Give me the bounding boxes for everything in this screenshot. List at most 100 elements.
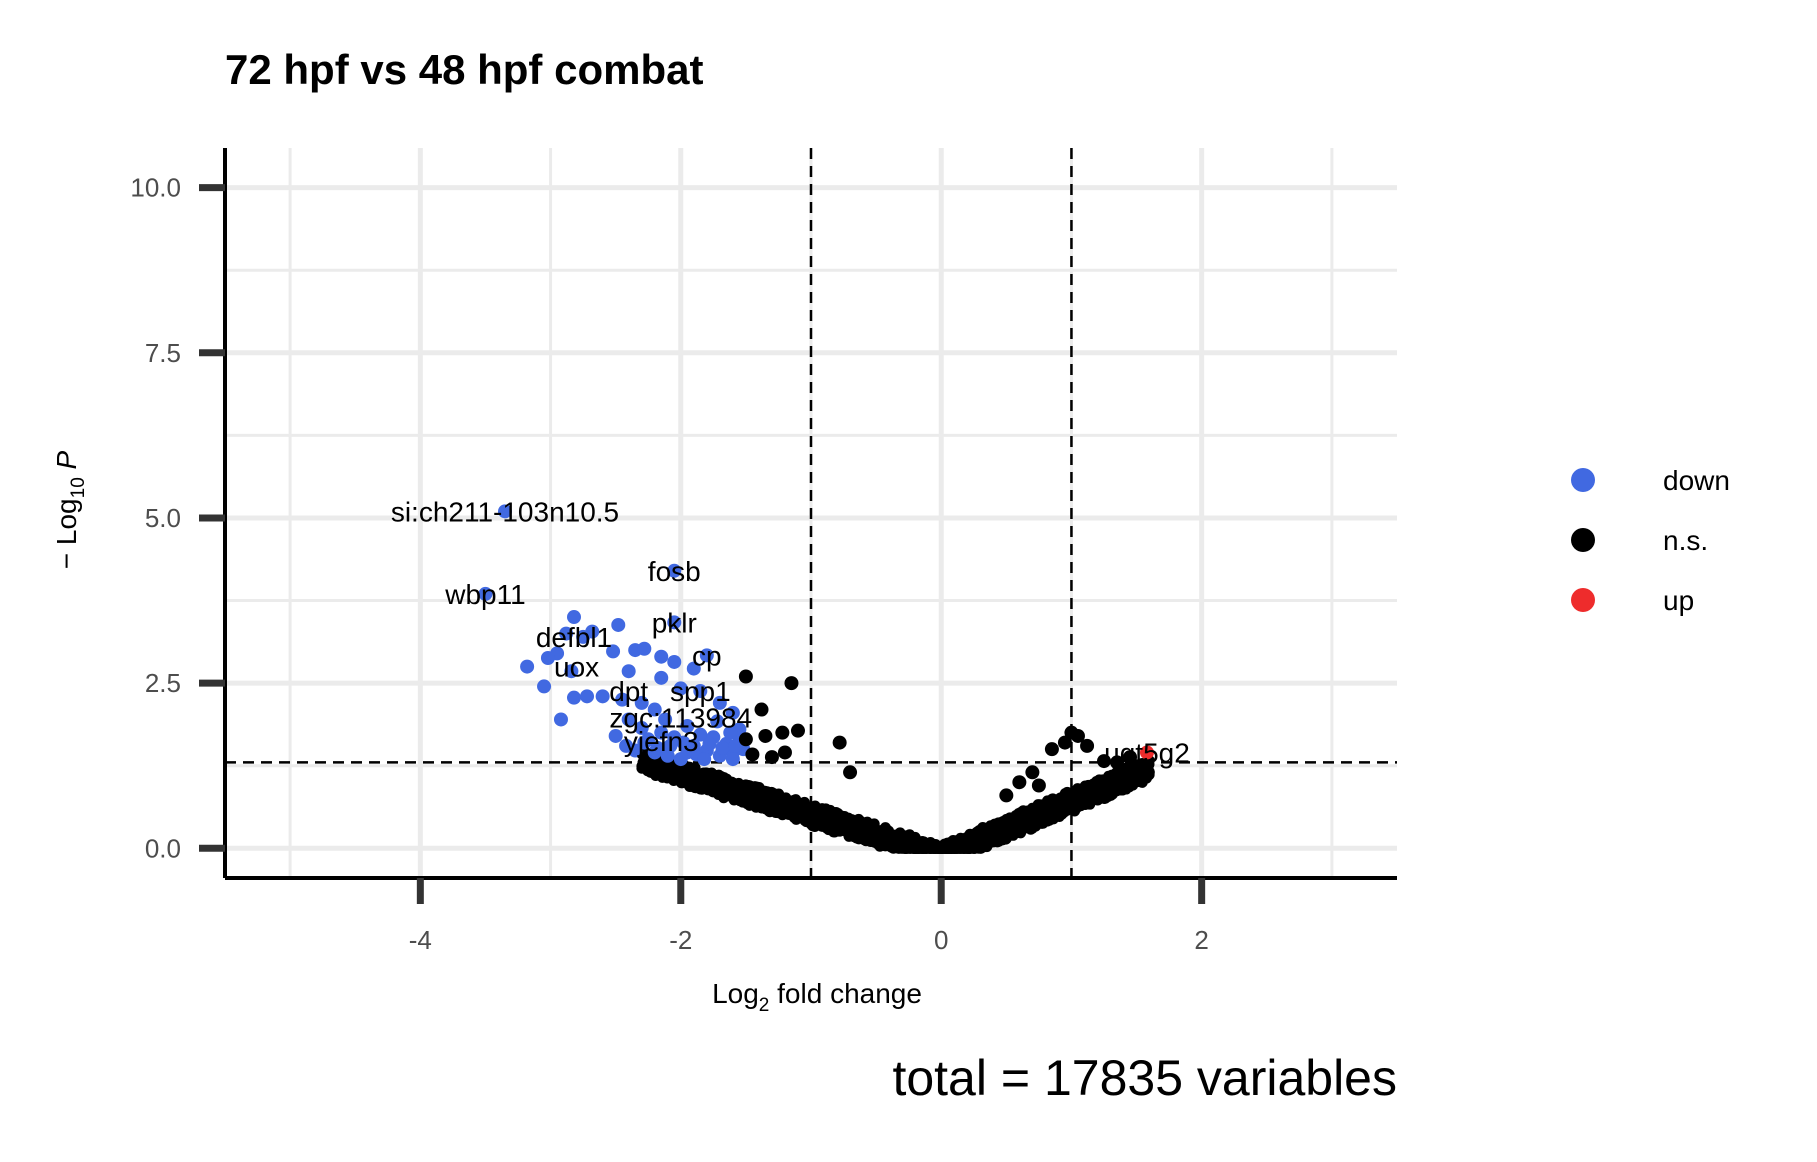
y-tick-label: 7.5 — [145, 338, 181, 368]
legend: down n.s. up — [1571, 465, 1730, 616]
point-down — [559, 626, 574, 641]
ns-point — [919, 842, 931, 854]
ns-cloud — [636, 748, 1155, 854]
gene-label: defbl1 — [536, 622, 612, 653]
ns-point — [959, 838, 971, 850]
ns-point — [815, 804, 827, 816]
ns-point — [1077, 795, 1089, 807]
gene-label: pklr — [652, 607, 697, 638]
point-ns — [745, 747, 760, 762]
point-ns — [758, 728, 773, 743]
point-ns — [784, 676, 799, 691]
chart-caption: total = 17835 variables — [892, 1050, 1397, 1106]
point-down — [621, 712, 636, 727]
ns-point — [1100, 780, 1112, 792]
point-down — [667, 615, 682, 630]
ns-point — [978, 830, 990, 842]
point-down — [667, 654, 682, 669]
ns-point — [764, 798, 776, 810]
point-down — [478, 586, 493, 601]
ns-point — [721, 781, 733, 793]
legend-label: n.s. — [1663, 525, 1708, 556]
ns-point — [652, 767, 664, 779]
ns-point — [1134, 765, 1146, 777]
point-down — [566, 610, 581, 625]
ns-point — [680, 773, 692, 785]
ns-point — [737, 796, 749, 808]
ns-point — [1031, 817, 1043, 829]
point-down — [663, 738, 678, 753]
gene-label: si:ch211-103n10.5 — [391, 496, 619, 527]
ns-point — [990, 821, 1002, 833]
point-ns — [1110, 755, 1125, 770]
legend-marker-down — [1571, 468, 1595, 492]
point-ns — [777, 745, 792, 760]
ns-point — [1110, 778, 1122, 790]
ns-point — [1037, 799, 1049, 811]
point-down — [576, 629, 591, 644]
gene-label: dpt — [609, 676, 648, 707]
point-down — [654, 670, 669, 685]
gene-label: zgc:113984 — [609, 702, 752, 733]
x-tick-label: -2 — [669, 925, 692, 955]
legend-label: up — [1663, 585, 1694, 616]
point-down — [712, 695, 727, 710]
point-down — [667, 563, 682, 578]
point-down — [553, 712, 568, 727]
legend-marker-up — [1571, 588, 1595, 612]
y-axis-label: − Log10 P — [51, 450, 89, 569]
point-ns — [738, 669, 753, 684]
point-down — [611, 617, 626, 632]
ns-point — [1043, 814, 1055, 826]
point-down — [654, 725, 669, 740]
point-down — [680, 719, 695, 734]
y-tick-label: 10.0 — [130, 173, 181, 203]
gene-label: ugt5g2 — [1104, 737, 1190, 768]
y-tick-label: 2.5 — [145, 668, 181, 698]
ns-point — [727, 791, 739, 803]
point-ns — [1057, 735, 1072, 750]
point-down — [564, 664, 579, 679]
point-down — [697, 752, 712, 767]
point-down — [715, 740, 730, 755]
ns-point — [690, 779, 702, 791]
x-axis-label: Log2 fold change — [712, 978, 922, 1016]
point-down — [615, 692, 630, 707]
ns-point — [1058, 795, 1070, 807]
ns-point — [767, 790, 779, 802]
ns-point — [874, 837, 886, 849]
ns-point — [1013, 825, 1025, 837]
point-down — [693, 727, 708, 742]
ns-point — [946, 839, 958, 851]
point-down — [637, 735, 652, 750]
x-tick-label: 2 — [1194, 925, 1208, 955]
point-ns — [1080, 738, 1095, 753]
gene-label: wbp11 — [444, 579, 525, 610]
ns-point — [977, 840, 989, 852]
gene-labels: si:ch211-103n10.5 fosb wbp11 pklr defbl1 cp uo… — [391, 496, 1190, 768]
ns-point — [792, 810, 804, 822]
ns-point — [670, 772, 682, 784]
point-ns — [1097, 754, 1111, 769]
point-down — [520, 659, 535, 674]
ns-point — [758, 787, 770, 799]
y-tick-label: 0.0 — [145, 833, 181, 863]
axes: -4 -2 0 2 0.0 2.5 5.0 7.5 10.0 — [130, 148, 1397, 955]
point-down — [725, 752, 740, 767]
point-ns — [775, 725, 790, 740]
point-down — [608, 728, 623, 743]
ns-point — [832, 817, 844, 829]
point-down — [699, 648, 714, 663]
x-tick-label: -4 — [409, 925, 432, 955]
point-down — [621, 664, 636, 679]
ns-point — [803, 806, 815, 818]
ns-point — [1003, 818, 1015, 830]
point-down — [725, 705, 740, 720]
point-down — [673, 681, 688, 696]
legend-marker-ns — [1571, 528, 1595, 552]
point-down — [680, 745, 695, 760]
point-down — [658, 712, 673, 727]
ns-point — [1019, 811, 1031, 823]
ns-point — [739, 786, 751, 798]
